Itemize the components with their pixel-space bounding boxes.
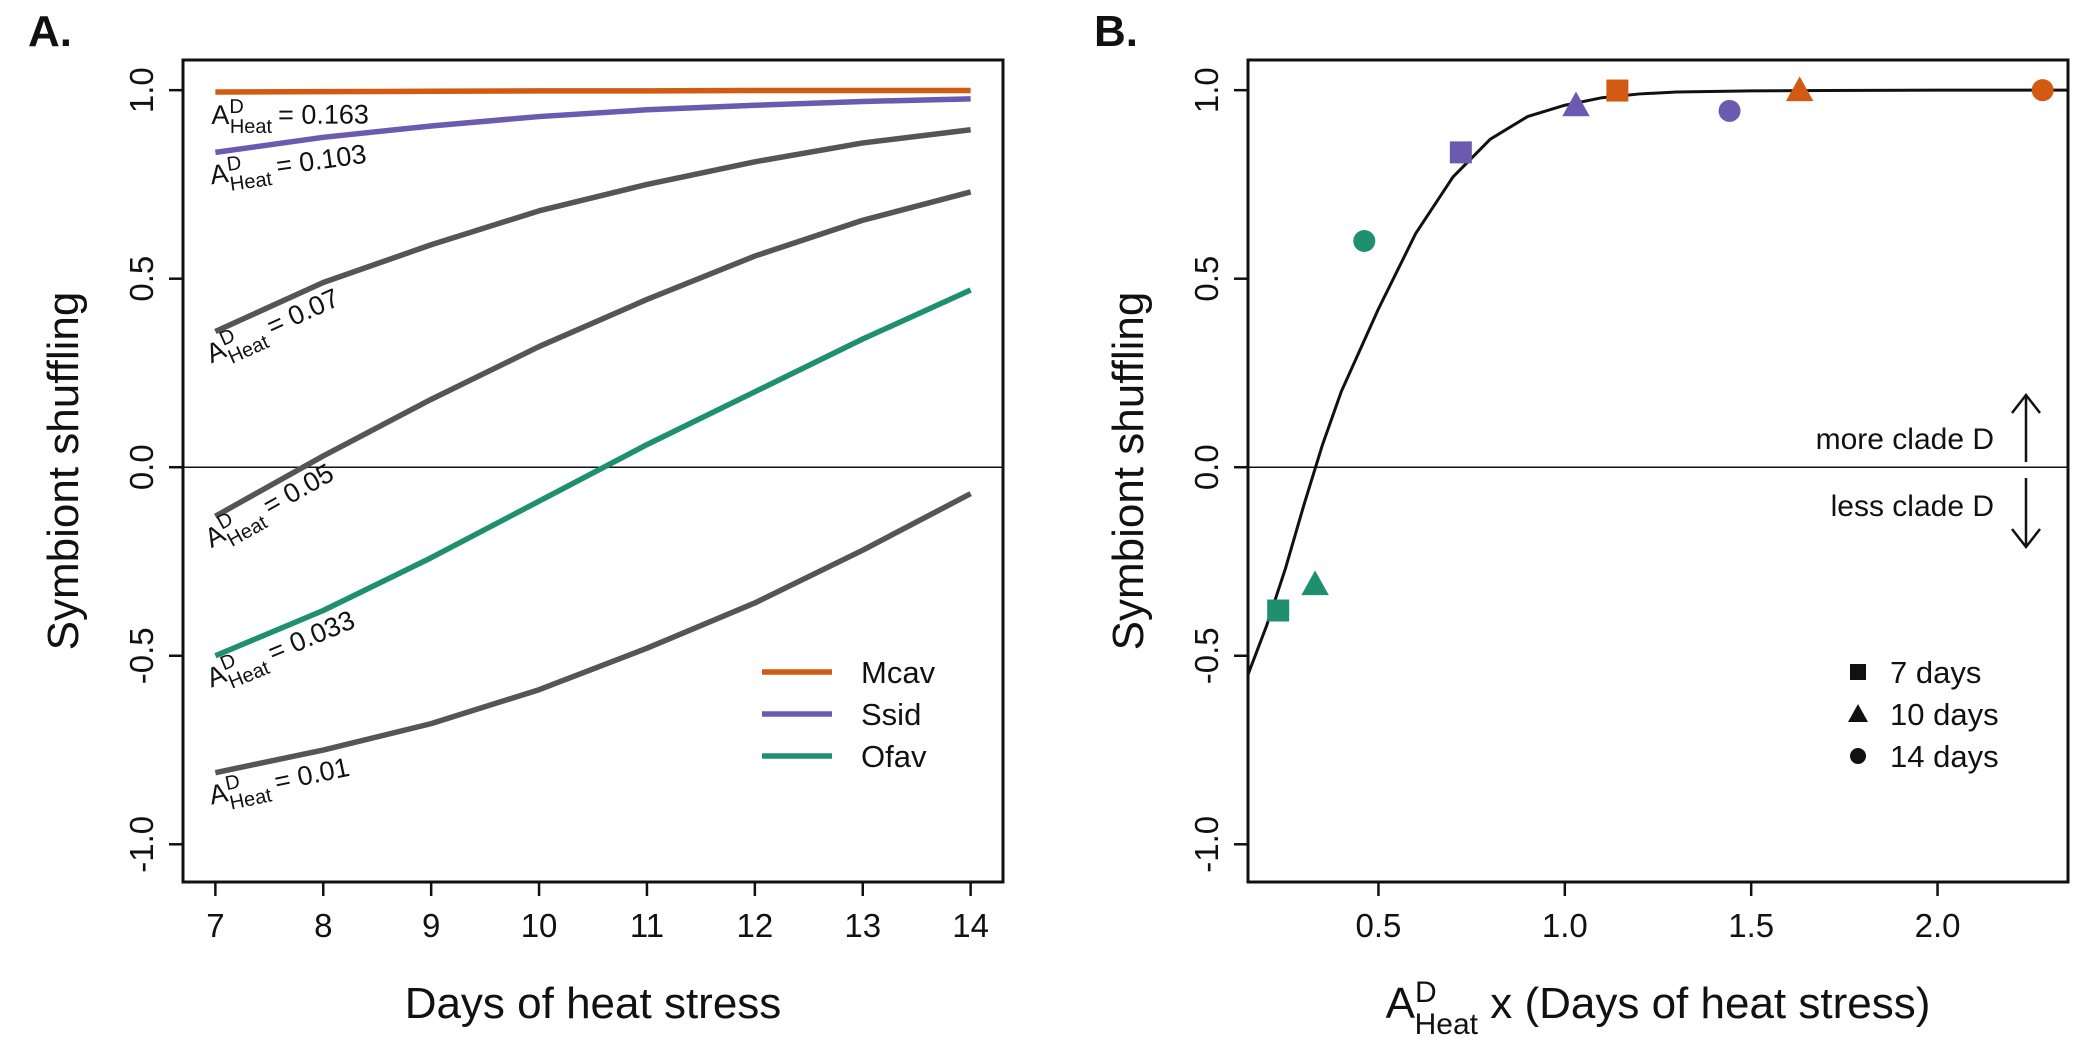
panel-b-y-tick-label: -1.0 bbox=[1188, 816, 1225, 873]
x-axis-title-subscript: Heat bbox=[1415, 1008, 1479, 1041]
data-point-circle bbox=[2031, 79, 2054, 102]
panel-a-x-tick-label: 7 bbox=[206, 907, 224, 944]
line-label-text: ADHeat= 0.07 bbox=[200, 279, 347, 376]
line-label-4: ADHeat= 0.05 bbox=[198, 454, 343, 560]
data-point-square bbox=[1606, 79, 1629, 102]
panel-b-x-tick-label: 1.0 bbox=[1542, 907, 1588, 944]
legend-label-7-days: 7 days bbox=[1890, 655, 1981, 690]
line-label-1: AD Heat = 0.163 bbox=[211, 95, 369, 138]
panel-b: B. 0.5 1.0 1.5 2.0 -1.0 -0.5 0.0 0.5 1.0 7 days… bbox=[1094, 7, 2070, 1041]
x-axis-title-a: A bbox=[1386, 979, 1416, 1028]
panel-a-x-tick-label: 13 bbox=[844, 907, 881, 944]
panel-b-fit-curve bbox=[1246, 88, 2068, 676]
line-label-5: ADHeat= 0.033 bbox=[201, 601, 363, 701]
panel-b-y-tick-label: 1.0 bbox=[1188, 67, 1225, 113]
data-point-triangle bbox=[1785, 76, 1814, 102]
data-point-square bbox=[1267, 599, 1290, 622]
panel-b-plot-frame bbox=[1246, 58, 2070, 884]
panel-a-series bbox=[214, 87, 972, 776]
panel-b-letter: B. bbox=[1094, 7, 1138, 56]
panel-a-x-tick-label: 8 bbox=[314, 907, 332, 944]
data-point-triangle bbox=[1301, 570, 1329, 596]
legend-marker-circle bbox=[1850, 748, 1866, 764]
panel-a-x-tick-label: 10 bbox=[521, 907, 558, 944]
line-label-text: ADHeat= 0.05 bbox=[198, 454, 343, 560]
panel-a-x-ticks: 7 8 9 10 11 12 13 14 bbox=[206, 882, 989, 944]
panel-b-y-tick-label: -0.5 bbox=[1188, 627, 1225, 684]
x-axis-title-superscript: D bbox=[1415, 976, 1437, 1009]
panel-b-y-tick-label: 0.0 bbox=[1188, 444, 1225, 490]
legend-label-mcav: Mcav bbox=[861, 655, 936, 690]
line-label-text: ADHeat= 0.033 bbox=[201, 601, 363, 701]
series-line-2 bbox=[214, 96, 971, 156]
panel-a-plot-frame bbox=[181, 58, 1005, 884]
panel-b-x-tick-label: 2.0 bbox=[1915, 907, 1961, 944]
panel-a-y-tick-label: 0.5 bbox=[123, 256, 160, 302]
data-point-square bbox=[1449, 141, 1472, 164]
panel-a-y-tick-label: 1.0 bbox=[123, 67, 160, 113]
panel-b-y-tick-label: 0.5 bbox=[1188, 256, 1225, 302]
data-point-triangle bbox=[1562, 91, 1590, 117]
annotation-more-clade-d: more clade D bbox=[1816, 423, 1994, 456]
panel-a-y-tick-label: 0.0 bbox=[123, 444, 160, 490]
panel-b-x-ticks: 0.5 1.0 1.5 2.0 bbox=[1356, 882, 1961, 944]
line-label-text: AD Heat = 0.163 bbox=[211, 95, 369, 138]
line-label-3: ADHeat= 0.07 bbox=[200, 279, 347, 376]
legend-label-14-days: 14 days bbox=[1890, 739, 1999, 774]
panel-a-x-axis-title: Days of heat stress bbox=[405, 979, 782, 1028]
panel-b-x-axis-title: AD Heat x (Days of heat stress) bbox=[1386, 976, 1931, 1041]
legend-marker-triangle bbox=[1848, 704, 1868, 722]
series-line-5 bbox=[214, 287, 972, 659]
panel-b-y-ticks: -1.0 -0.5 0.0 0.5 1.0 bbox=[1188, 67, 1248, 873]
panel-a-y-tick-label: -0.5 bbox=[123, 627, 160, 684]
panel-a-x-tick-label: 11 bbox=[630, 907, 664, 944]
arrow-down-icon bbox=[2011, 478, 2041, 550]
panel-a-x-tick-label: 12 bbox=[736, 907, 773, 944]
panel-a-letter: A. bbox=[28, 7, 72, 56]
panel-b-points bbox=[1267, 76, 2054, 622]
legend-marker-square bbox=[1850, 664, 1866, 680]
panel-b-x-tick-label: 1.5 bbox=[1728, 907, 1774, 944]
data-point-circle bbox=[1718, 99, 1741, 122]
series-line-1 bbox=[215, 87, 971, 95]
panel-a-x-tick-label: 14 bbox=[952, 907, 989, 944]
series-line-3 bbox=[214, 127, 971, 334]
fit-curve-line bbox=[1246, 88, 2068, 676]
annotation-less-clade-d: less clade D bbox=[1831, 490, 1994, 523]
panel-a-y-tick-label: -1.0 bbox=[123, 816, 160, 873]
series-line-4 bbox=[214, 189, 972, 519]
x-axis-title-rest: x (Days of heat stress) bbox=[1478, 979, 1930, 1028]
panel-a-legend: Mcav Ssid Ofav bbox=[762, 655, 936, 774]
data-point-circle bbox=[1353, 229, 1376, 252]
legend-label-ofav: Ofav bbox=[861, 739, 927, 774]
panel-a-x-tick-label: 9 bbox=[422, 907, 440, 944]
panel-b-x-tick-label: 0.5 bbox=[1356, 907, 1402, 944]
panel-b-legend: 7 days 10 days 14 days bbox=[1848, 655, 1999, 774]
legend-label-ssid: Ssid bbox=[861, 697, 921, 732]
panel-b-y-axis-title: Symbiont shuffling bbox=[1104, 292, 1153, 651]
arrow-up-icon bbox=[2011, 392, 2041, 462]
panel-b-annotations: more clade D less clade D bbox=[1816, 392, 2041, 550]
panel-a-y-axis-title: Symbiont shuffling bbox=[39, 292, 88, 651]
panel-a-y-ticks: -1.0 -0.5 0.0 0.5 1.0 bbox=[123, 67, 183, 873]
legend-label-10-days: 10 days bbox=[1890, 697, 1999, 732]
series-line-6 bbox=[214, 491, 972, 776]
